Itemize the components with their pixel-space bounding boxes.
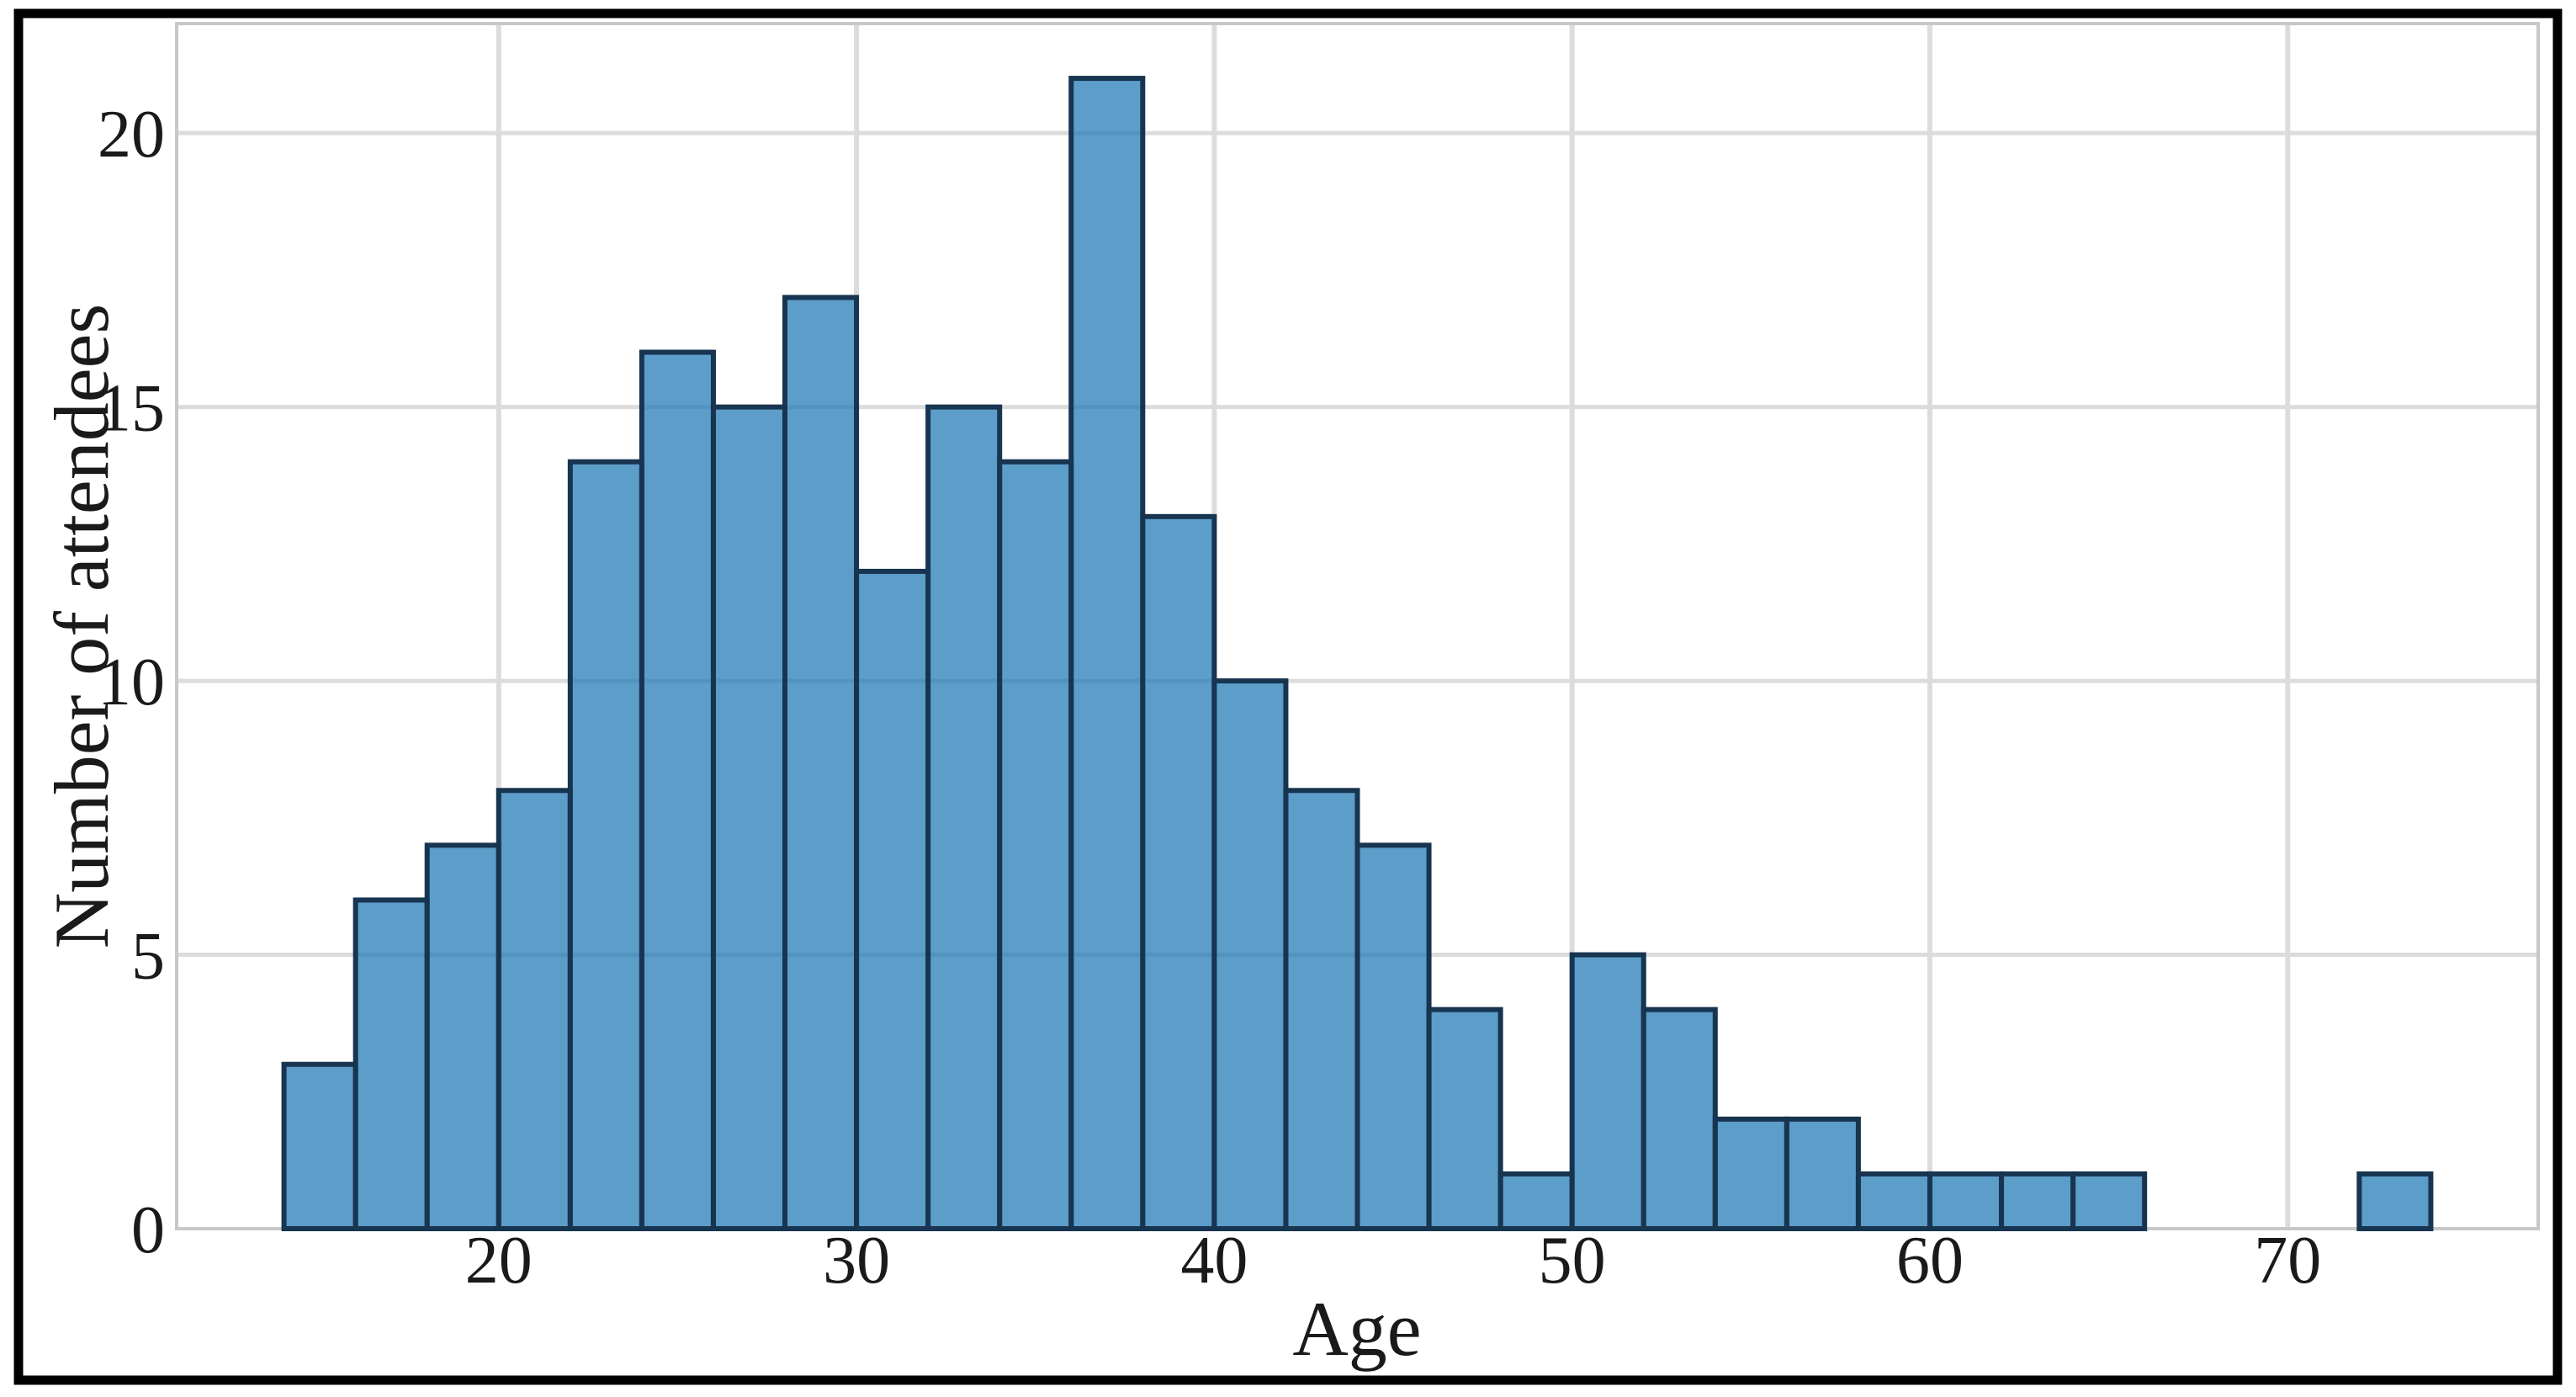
histogram-bar [925, 404, 1003, 1231]
histogram-bar [1712, 1116, 1789, 1232]
histogram-bars [281, 76, 2434, 1232]
x-tick-label: 70 [2254, 1224, 2321, 1298]
y-tick-label: 10 [98, 645, 165, 720]
histogram-bar [567, 459, 644, 1231]
y-tick-labels: 0 5 10 15 20 [98, 98, 165, 1267]
x-tick-label: 20 [465, 1224, 533, 1298]
histogram-bar [2356, 1171, 2434, 1231]
x-tick-label: 50 [1539, 1224, 1606, 1298]
histogram-bar [1784, 1116, 1861, 1232]
histogram-bar [1426, 1007, 1503, 1231]
x-tick-labels: 20 30 40 50 60 70 [465, 1224, 2322, 1298]
histogram-bar [1211, 678, 1289, 1231]
histogram-bar [1283, 788, 1360, 1231]
histogram-bar [496, 788, 573, 1231]
histogram-bar [352, 897, 430, 1232]
histogram-bar [1999, 1171, 2076, 1231]
histogram-bar [854, 568, 931, 1231]
histogram-bar [1569, 952, 1646, 1231]
x-tick-label: 60 [1896, 1224, 1964, 1298]
histogram-bar [281, 1061, 358, 1232]
y-axis-label: Number of attendees [39, 304, 125, 948]
x-tick-label: 40 [1180, 1224, 1248, 1298]
y-tick-label: 20 [98, 98, 165, 172]
figure-border [13, 8, 2563, 1385]
x-axis-label: Age [1292, 1286, 1421, 1372]
y-tick-label: 5 [131, 920, 165, 994]
histogram-bar [1068, 76, 1146, 1231]
histogram-bar [1497, 1171, 1575, 1231]
histogram-bar [639, 349, 716, 1232]
histogram-bar [1927, 1171, 2005, 1231]
histogram-bar [1140, 513, 1217, 1231]
histogram-bar [2070, 1171, 2148, 1231]
histogram-bar [1354, 842, 1432, 1231]
y-tick-label: 15 [98, 372, 165, 446]
histogram-bar [710, 404, 788, 1231]
histogram-bar [782, 295, 860, 1231]
x-tick-label: 30 [823, 1224, 890, 1298]
y-tick-label: 0 [131, 1193, 165, 1267]
histogram-bar [1855, 1171, 1932, 1231]
histogram-bar [424, 842, 501, 1231]
histogram-bar [1640, 1007, 1718, 1231]
histogram-bar [997, 459, 1074, 1231]
